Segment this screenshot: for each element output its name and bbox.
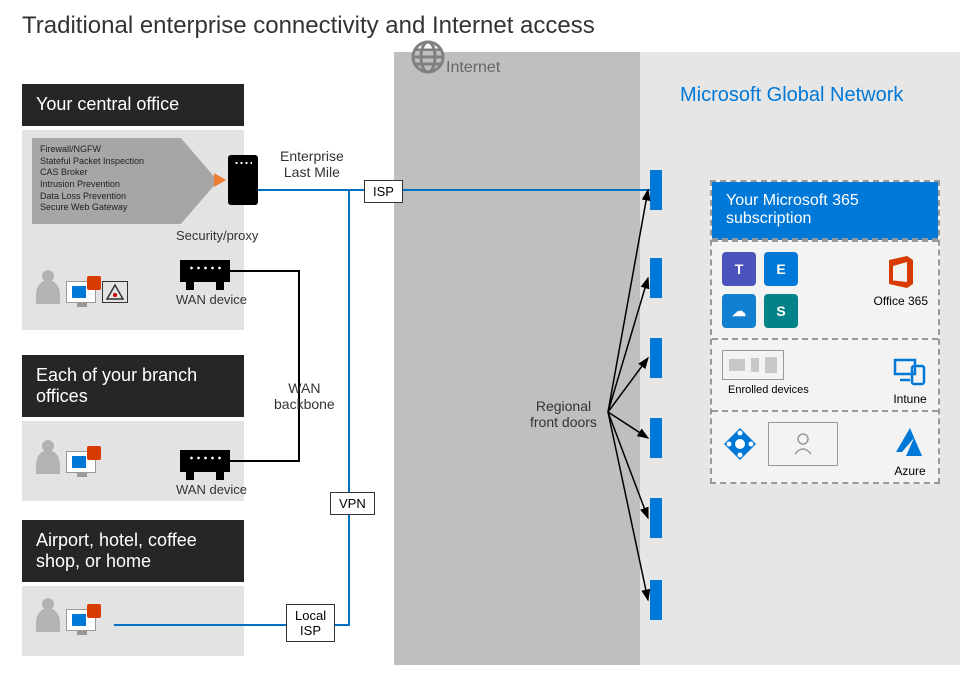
branch-header: Each of your branch offices xyxy=(22,355,244,417)
label-local-isp: Local ISP xyxy=(286,604,335,642)
router-stand xyxy=(186,472,194,480)
remote-header: Airport, hotel, coffee shop, or home xyxy=(22,520,244,582)
exchange-icon: E xyxy=(764,252,798,286)
label-vpn: VPN xyxy=(330,492,375,515)
globe-icon xyxy=(411,40,445,74)
wan-label-central: WAN device xyxy=(176,292,247,307)
sec-item: Intrusion Prevention xyxy=(40,179,210,191)
intune-label: Intune xyxy=(892,392,928,406)
sub-section-azure: Azure xyxy=(712,410,938,482)
sec-item: CAS Broker xyxy=(40,167,210,179)
internet-zone xyxy=(394,52,640,665)
vpn-line-v xyxy=(348,191,350,626)
office365-block: Office 365 xyxy=(874,254,928,308)
label-isp: ISP xyxy=(364,180,403,203)
proxy-device-icon xyxy=(228,155,258,205)
wan-router-icon xyxy=(180,260,230,282)
user-branch xyxy=(36,450,96,474)
warning-icon xyxy=(102,281,128,303)
front-door xyxy=(650,170,662,210)
intune-icon xyxy=(892,352,928,388)
sec-item: Stateful Packet Inspection xyxy=(40,156,210,168)
msgn-title: Microsoft Global Network xyxy=(680,84,903,107)
wan-line-h2 xyxy=(230,460,300,462)
person-icon xyxy=(36,608,60,632)
device-icon xyxy=(765,357,777,373)
office365-icon xyxy=(883,254,919,290)
front-door xyxy=(650,580,662,620)
diagram-title: Traditional enterprise connectivity and … xyxy=(22,12,595,40)
sub-section-intune: Enrolled devices Intune xyxy=(712,338,938,410)
subscription-card: Your Microsoft 365 subscription T E ☁ S … xyxy=(710,180,940,484)
line-proxy-isp xyxy=(258,189,650,191)
device-icon xyxy=(751,358,759,372)
sharepoint-icon: S xyxy=(764,294,798,328)
front-door xyxy=(650,258,662,298)
teams-icon: T xyxy=(722,252,756,286)
label-wan-backbone: WAN backbone xyxy=(274,380,335,412)
person-icon xyxy=(36,450,60,474)
wan-label-branch: WAN device xyxy=(176,482,247,497)
wan-line-h1 xyxy=(230,270,300,272)
pc-icon xyxy=(66,281,96,303)
label-front-doors: Regional front doors xyxy=(530,398,597,430)
router-stand xyxy=(186,282,194,290)
azure-label: Azure xyxy=(892,464,928,478)
internet-label: Internet xyxy=(446,59,500,77)
pc-icon xyxy=(66,451,96,473)
label-ent-last-mile: Enterprise Last Mile xyxy=(280,148,344,180)
user-central xyxy=(36,280,128,304)
arrow-to-proxy-icon xyxy=(214,173,226,187)
sec-item: Secure Web Gateway xyxy=(40,202,210,214)
azure-ad-icon xyxy=(722,426,758,462)
pc-icon xyxy=(66,609,96,631)
user-remote xyxy=(36,608,96,632)
azure-block: Azure xyxy=(892,424,928,478)
onedrive-icon: ☁ xyxy=(722,294,756,328)
office365-label: Office 365 xyxy=(874,294,928,308)
wan-line-v xyxy=(298,270,300,460)
central-header: Your central office xyxy=(22,84,244,126)
router-stand xyxy=(216,472,224,480)
proxy-label: Security/proxy xyxy=(176,228,258,243)
enrolled-devices-box xyxy=(722,350,784,380)
intune-block: Intune xyxy=(892,352,928,406)
azure-icon xyxy=(892,424,928,460)
wan-router-branch-icon xyxy=(180,450,230,472)
sec-item: Data Loss Prevention xyxy=(40,191,210,203)
user-card-icon xyxy=(768,422,838,466)
subscription-title: Your Microsoft 365 subscription xyxy=(712,182,938,240)
security-stack-list: Firewall/NGFW Stateful Packet Inspection… xyxy=(32,138,218,224)
front-door xyxy=(650,338,662,378)
front-door xyxy=(650,418,662,458)
device-icon xyxy=(729,359,745,371)
sub-section-office: T E ☁ S Office 365 xyxy=(712,240,938,338)
router-stand xyxy=(216,282,224,290)
sec-item: Firewall/NGFW xyxy=(40,144,210,156)
front-door xyxy=(650,498,662,538)
person-icon xyxy=(36,280,60,304)
